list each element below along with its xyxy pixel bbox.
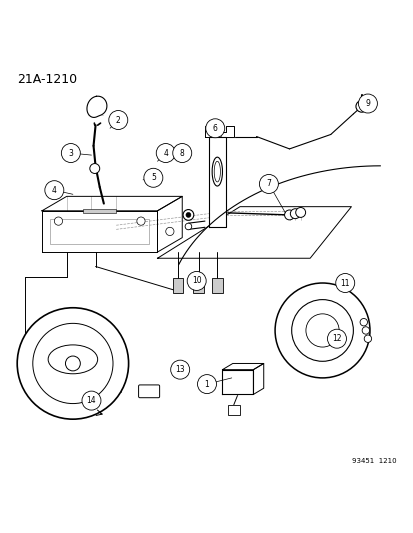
- Text: 6: 6: [212, 124, 217, 133]
- Circle shape: [363, 335, 371, 342]
- Circle shape: [183, 209, 193, 220]
- Circle shape: [197, 375, 216, 393]
- FancyBboxPatch shape: [138, 385, 159, 398]
- Text: 13: 13: [175, 365, 185, 374]
- Polygon shape: [209, 136, 225, 227]
- Polygon shape: [87, 96, 107, 117]
- Text: 3: 3: [68, 149, 73, 158]
- Polygon shape: [222, 370, 253, 394]
- Ellipse shape: [48, 345, 97, 374]
- Circle shape: [17, 308, 128, 419]
- Circle shape: [284, 210, 294, 220]
- Circle shape: [137, 217, 145, 225]
- Circle shape: [156, 143, 175, 163]
- Text: 11: 11: [339, 279, 349, 287]
- Circle shape: [361, 327, 369, 334]
- Circle shape: [109, 110, 128, 130]
- Text: 2: 2: [116, 116, 120, 125]
- Circle shape: [165, 227, 173, 236]
- Polygon shape: [42, 196, 182, 211]
- Polygon shape: [253, 364, 263, 394]
- Circle shape: [327, 329, 346, 348]
- Text: 9: 9: [365, 99, 370, 108]
- Circle shape: [259, 174, 278, 193]
- Circle shape: [335, 273, 354, 293]
- Circle shape: [185, 213, 190, 217]
- Circle shape: [170, 360, 189, 379]
- Text: 4: 4: [52, 185, 57, 195]
- Text: 14: 14: [86, 396, 96, 405]
- Circle shape: [54, 217, 62, 225]
- Polygon shape: [42, 211, 157, 252]
- Circle shape: [65, 356, 80, 371]
- Text: 93451  1210: 93451 1210: [351, 458, 396, 464]
- Circle shape: [33, 324, 113, 403]
- Text: 4: 4: [163, 149, 168, 158]
- Circle shape: [187, 271, 206, 290]
- Circle shape: [45, 181, 64, 200]
- Circle shape: [205, 119, 224, 138]
- Polygon shape: [222, 364, 263, 370]
- Circle shape: [274, 283, 369, 378]
- FancyBboxPatch shape: [211, 278, 222, 293]
- Circle shape: [355, 101, 367, 112]
- Circle shape: [185, 223, 191, 230]
- Circle shape: [172, 143, 191, 163]
- Circle shape: [61, 143, 80, 163]
- Circle shape: [359, 319, 367, 326]
- Circle shape: [305, 314, 338, 347]
- Circle shape: [358, 94, 377, 113]
- FancyBboxPatch shape: [193, 278, 204, 293]
- Text: 21A-1210: 21A-1210: [17, 74, 77, 86]
- Text: 7: 7: [266, 180, 271, 189]
- Text: 12: 12: [331, 334, 341, 343]
- Polygon shape: [157, 196, 182, 252]
- Text: 5: 5: [151, 173, 155, 182]
- FancyBboxPatch shape: [172, 278, 183, 293]
- Circle shape: [90, 164, 100, 173]
- Text: 8: 8: [179, 149, 184, 158]
- Text: 1: 1: [204, 379, 209, 389]
- Circle shape: [290, 209, 299, 219]
- Circle shape: [295, 207, 305, 217]
- Polygon shape: [157, 207, 351, 259]
- Polygon shape: [204, 126, 233, 136]
- Circle shape: [291, 300, 353, 361]
- Text: 10: 10: [191, 277, 201, 286]
- FancyBboxPatch shape: [227, 405, 240, 415]
- FancyBboxPatch shape: [83, 209, 116, 213]
- Circle shape: [82, 391, 101, 410]
- Circle shape: [144, 168, 162, 187]
